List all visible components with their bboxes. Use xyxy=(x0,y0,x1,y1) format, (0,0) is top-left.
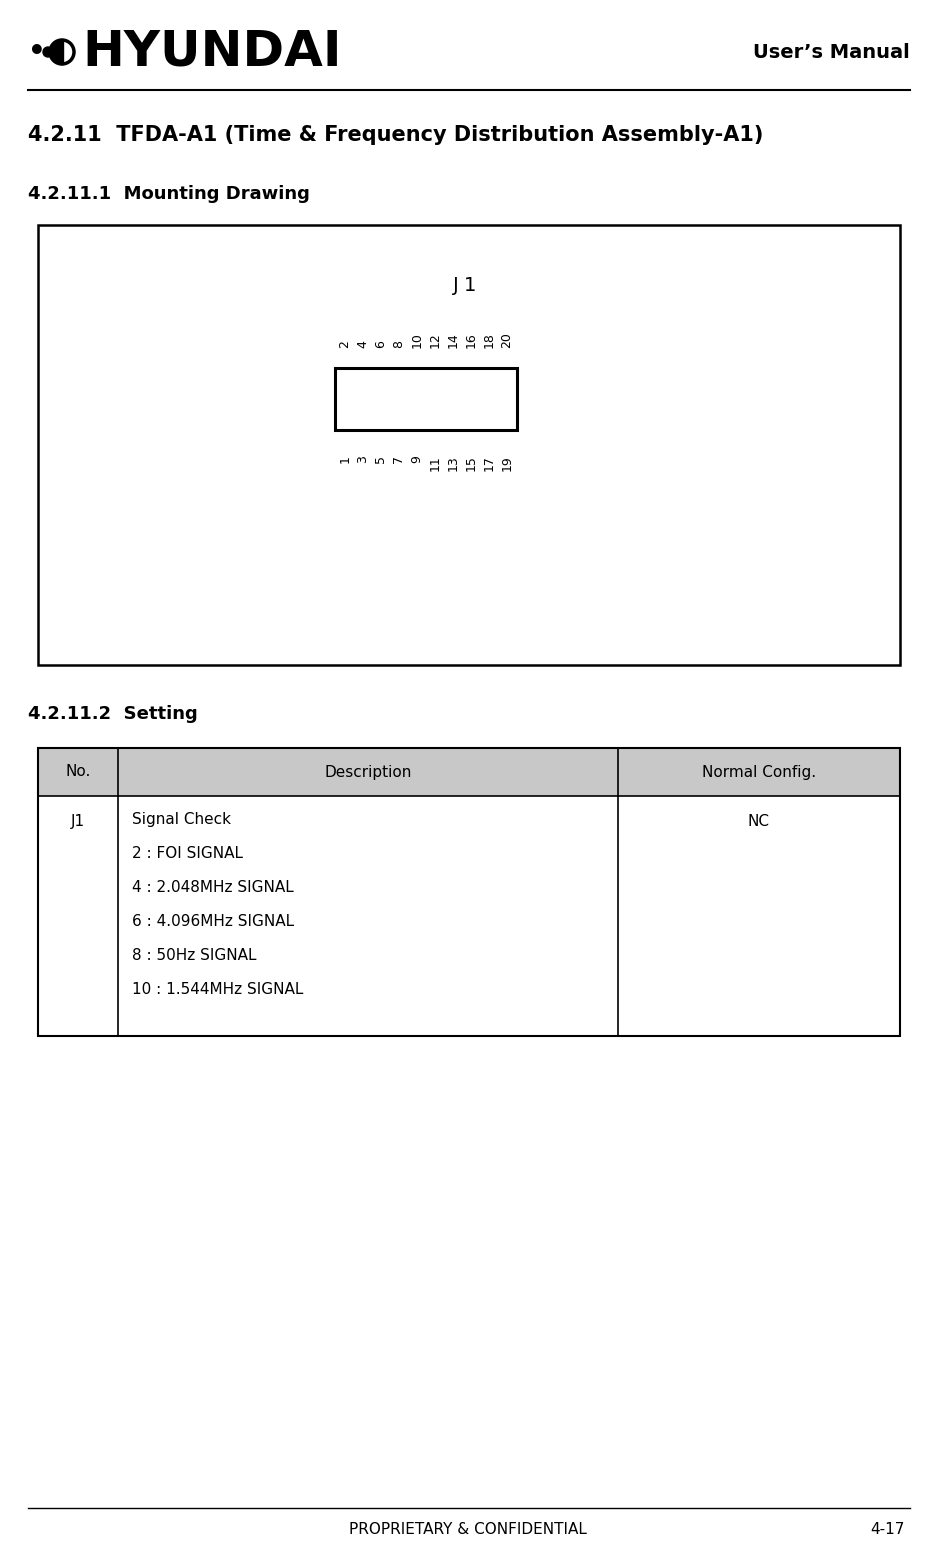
Text: No.: No. xyxy=(66,764,91,780)
Bar xyxy=(38,225,899,665)
Text: Normal Config.: Normal Config. xyxy=(701,764,815,780)
Text: 2 : FOI SIGNAL: 2 : FOI SIGNAL xyxy=(132,846,242,860)
Wedge shape xyxy=(50,40,62,64)
Text: Signal Check: Signal Check xyxy=(132,812,231,828)
Text: Description: Description xyxy=(324,764,411,780)
Text: •: • xyxy=(28,37,46,65)
Text: 7: 7 xyxy=(392,455,405,463)
Text: 16: 16 xyxy=(464,332,477,348)
Text: 4-17: 4-17 xyxy=(870,1522,904,1537)
Text: 10 : 1.544MHz SIGNAL: 10 : 1.544MHz SIGNAL xyxy=(132,981,303,997)
Text: PROPRIETARY & CONFIDENTIAL: PROPRIETARY & CONFIDENTIAL xyxy=(349,1522,586,1537)
Text: 9: 9 xyxy=(410,455,423,463)
Bar xyxy=(38,749,899,797)
Text: 1: 1 xyxy=(338,455,351,463)
Text: 20: 20 xyxy=(500,332,513,348)
Text: 3: 3 xyxy=(356,455,369,463)
Text: 2: 2 xyxy=(338,340,351,348)
Text: 4.2.11.2  Setting: 4.2.11.2 Setting xyxy=(28,705,197,724)
Bar xyxy=(335,368,517,430)
Text: 6 : 4.096MHz SIGNAL: 6 : 4.096MHz SIGNAL xyxy=(132,915,294,929)
Text: 18: 18 xyxy=(482,332,495,348)
Text: 19: 19 xyxy=(500,455,513,471)
Text: 8 : 50Hz SIGNAL: 8 : 50Hz SIGNAL xyxy=(132,947,256,963)
Text: 11: 11 xyxy=(428,455,441,471)
Text: 15: 15 xyxy=(464,455,477,471)
Text: J 1: J 1 xyxy=(452,276,476,295)
Text: 4 : 2.048MHz SIGNAL: 4 : 2.048MHz SIGNAL xyxy=(132,881,294,895)
Text: User’s Manual: User’s Manual xyxy=(753,42,909,62)
Text: 5: 5 xyxy=(374,455,388,463)
Text: J1: J1 xyxy=(71,814,85,829)
Text: 14: 14 xyxy=(446,332,459,348)
Bar xyxy=(38,749,899,1036)
Text: HYUNDAI: HYUNDAI xyxy=(82,28,341,76)
Text: NC: NC xyxy=(747,814,769,829)
Text: 10: 10 xyxy=(410,332,423,348)
Text: 4.2.11.1  Mounting Drawing: 4.2.11.1 Mounting Drawing xyxy=(28,185,310,203)
Text: 4: 4 xyxy=(356,340,369,348)
Text: 8: 8 xyxy=(392,340,405,348)
Text: 13: 13 xyxy=(446,455,459,471)
Circle shape xyxy=(43,47,53,57)
Text: 4.2.11  TFDA-A1 (Time & Frequency Distribution Assembly-A1): 4.2.11 TFDA-A1 (Time & Frequency Distrib… xyxy=(28,124,763,144)
Text: 6: 6 xyxy=(374,340,388,348)
Text: 12: 12 xyxy=(428,332,441,348)
Text: 17: 17 xyxy=(482,455,495,471)
Bar xyxy=(61,40,63,64)
